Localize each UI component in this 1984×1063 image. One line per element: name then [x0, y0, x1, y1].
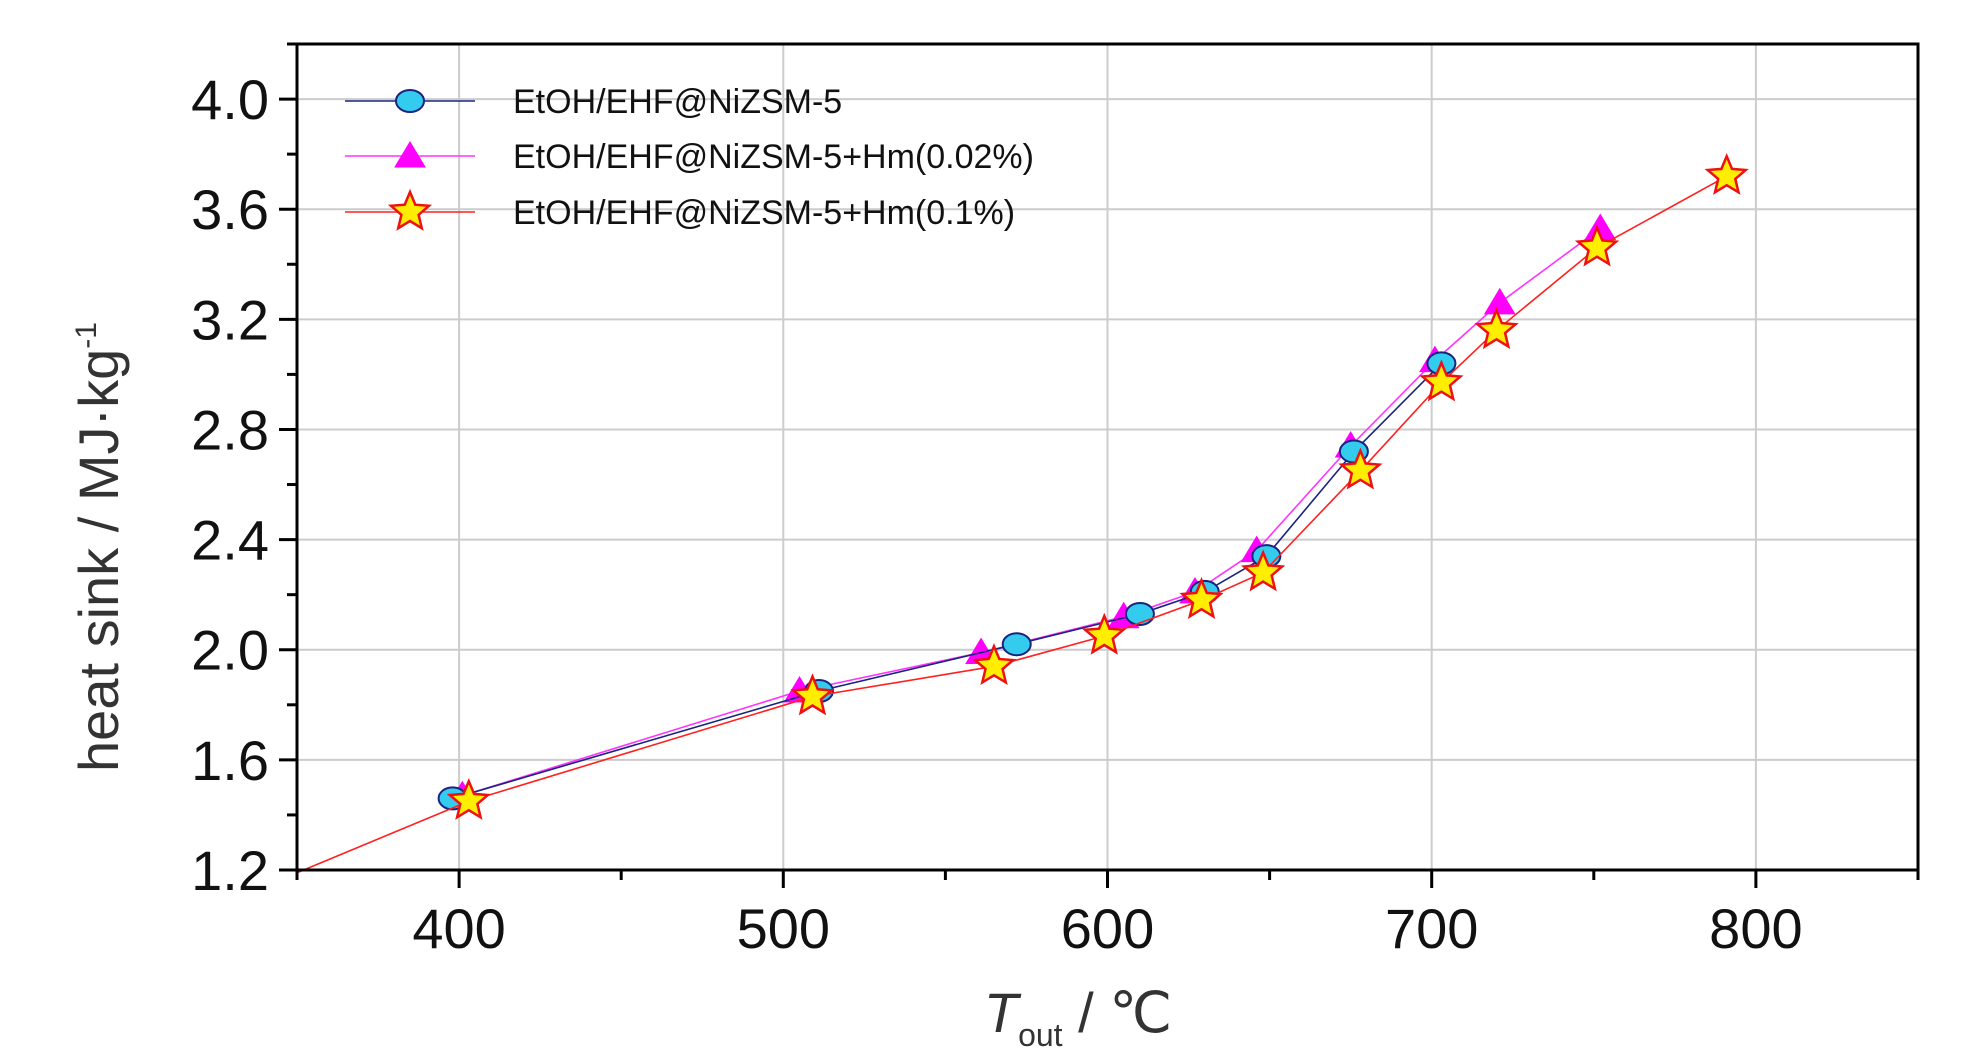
legend-label: EtOH/EHF@NiZSM-5+Hm(0.02%)	[513, 138, 1034, 176]
star-marker	[1704, 152, 1749, 195]
series-group	[446, 213, 1617, 808]
axis-ticks	[279, 42, 1920, 888]
circle-marker	[1124, 601, 1155, 626]
series-group	[296, 152, 1749, 874]
x-tick-label: 600	[1061, 897, 1154, 960]
y-tick-label: 1.2	[191, 839, 269, 902]
triangle-marker	[1483, 287, 1516, 315]
x-tick-label: 400	[412, 897, 505, 960]
legend-label: EtOH/EHF@NiZSM-5+Hm(0.1%)	[513, 194, 1015, 232]
star-marker	[971, 643, 1017, 686]
series-line	[462, 227, 1601, 797]
y-axis-title: heat sink / MJ·kg-1	[67, 322, 130, 772]
series-line	[452, 362, 1442, 800]
y-tick-label: 2.4	[191, 509, 269, 572]
star-marker	[1082, 612, 1127, 655]
circle-marker	[1001, 632, 1032, 657]
series-group	[437, 351, 1457, 811]
series-line	[296, 175, 1728, 874]
x-axis-title-unit: / ℃	[1063, 981, 1173, 1044]
y-tick-label: 4.0	[191, 68, 269, 131]
x-axis-title: Tout / ℃	[984, 981, 1172, 1053]
star-marker	[1240, 549, 1286, 592]
star-marker	[387, 188, 433, 231]
x-tick-label: 700	[1385, 897, 1478, 960]
y-tick-label: 2.8	[191, 398, 269, 461]
series-layer	[296, 152, 1749, 874]
star-marker	[1574, 224, 1620, 267]
star-marker	[446, 777, 491, 820]
star-marker	[1179, 576, 1224, 620]
star-marker	[1419, 359, 1464, 402]
y-tick-label: 2.0	[191, 619, 269, 682]
x-tick-label: 500	[737, 897, 830, 960]
star-marker	[1474, 307, 1519, 350]
circle-marker	[395, 89, 425, 113]
legend: EtOH/EHF@NiZSM-5 EtOH/EHF@NiZSM-5+Hm(0.02…	[345, 83, 1034, 232]
y-axis-title-main: heat sink / MJ·kg	[67, 349, 130, 772]
x-tick-label: 800	[1709, 897, 1802, 960]
star-marker	[790, 673, 835, 716]
y-tick-label: 3.2	[191, 288, 269, 351]
star-marker	[1338, 447, 1383, 490]
y-tick-label: 3.6	[191, 178, 269, 241]
y-axis-title-superscript: -1	[70, 322, 103, 349]
y-tick-label: 1.6	[191, 729, 269, 792]
tick-labels: 400 500 600 700 800 1.2 1.6 2.0 2.4 2.8 3.2 3.6 4.0	[191, 68, 1802, 960]
x-axis-title-subscript: out	[1018, 1017, 1063, 1053]
triangle-marker	[394, 141, 426, 168]
legend-label: EtOH/EHF@NiZSM-5	[513, 83, 842, 121]
x-axis-title-main: T	[984, 981, 1022, 1044]
